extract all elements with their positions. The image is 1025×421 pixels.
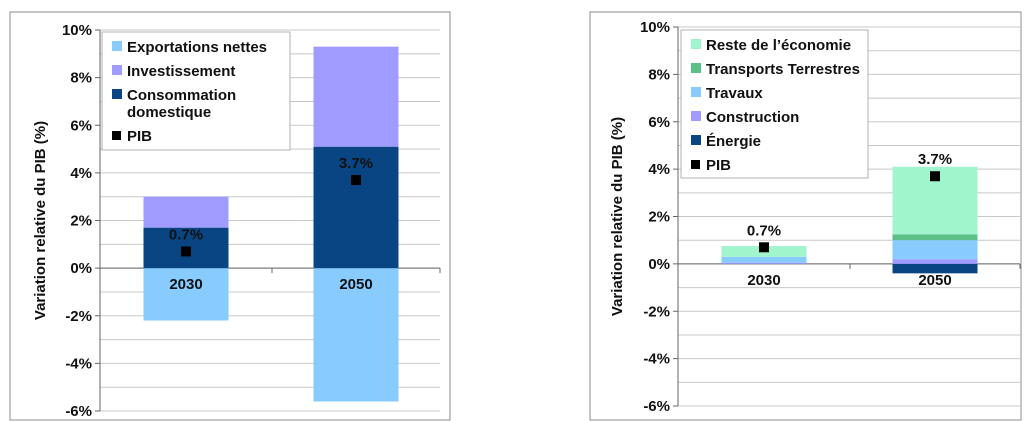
chart1-legend-label: Investissement — [127, 63, 235, 80]
chart2-y-tick-label: -4% — [643, 351, 670, 368]
chart1-y-tick-label: -4% — [65, 355, 92, 372]
chart2-y-axis-title: Variation relative du PIB (%) — [609, 117, 626, 316]
chart2-y-tick-label: 2% — [648, 209, 670, 226]
chart1-bar-2030-segment — [143, 196, 229, 228]
chart1-y-tick-label: 0% — [70, 260, 92, 277]
chart2-category-label: 2050 — [918, 272, 951, 289]
chart1-pib-marker — [351, 175, 361, 186]
chart1-category-label: 2030 — [169, 276, 202, 293]
chart1-y-axis-title: Variation relative du PIB (%) — [32, 121, 49, 320]
chart2-legend-swatch — [691, 39, 701, 49]
chart2-y-tick-label: -2% — [643, 303, 670, 320]
chart1-legend-swatch — [112, 131, 121, 140]
chart2-y-tick-label: 6% — [648, 114, 670, 131]
chart2-y-tick-label: -6% — [643, 398, 670, 415]
chart2-category-label: 2030 — [747, 272, 780, 289]
chart1-legend-label: PIB — [127, 128, 152, 145]
chart1-bar-2050-segment — [313, 146, 399, 269]
chart2-legend-label: Reste de l’économie — [706, 37, 851, 54]
chart2-bar-2050-segment — [892, 263, 978, 274]
chart2-legend-swatch — [691, 160, 700, 169]
chart2-pib-marker — [930, 171, 940, 182]
chart2-bar-2030-segment — [721, 256, 807, 263]
chart1-y-tick-label: 10% — [62, 22, 92, 39]
chart1-pib-marker — [181, 246, 191, 257]
chart1-legend-swatch — [112, 89, 122, 99]
chart2-y-tick-label: 8% — [648, 66, 670, 83]
chart2-legend-label: Construction — [706, 109, 799, 126]
chart2-pib-marker — [759, 242, 769, 253]
chart2-bar-2050-segment — [892, 234, 978, 241]
chart1-bar-2030-segment — [143, 268, 229, 321]
chart2-legend-label: PIB — [706, 157, 731, 174]
chart1-legend-label: domestique — [127, 104, 211, 121]
chart1-bar-2050-segment — [313, 268, 399, 402]
chart1-legend-label: Exportations nettes — [127, 39, 267, 56]
chart1-y-tick-label: 6% — [70, 117, 92, 134]
chart1-y-tick-label: 4% — [70, 165, 92, 182]
chart2-legend-swatch — [691, 111, 701, 121]
chart2-bar-2050-segment — [892, 259, 978, 264]
chart2-y-tick-label: 4% — [648, 161, 670, 178]
chart2-pib-data-label: 3.7% — [918, 151, 952, 168]
chart2-legend-label: Travaux — [706, 85, 763, 102]
chart2-bar-2030-segment — [721, 262, 807, 264]
chart2-bar-2050-segment — [892, 240, 978, 260]
chart1-legend-box — [101, 31, 291, 151]
chart1-legend-swatch — [112, 65, 122, 75]
chart2-legend-swatch — [691, 87, 701, 97]
chart1-pib-data-label: 0.7% — [169, 226, 203, 243]
chart2-legend-box — [680, 29, 869, 179]
chart1-legend-swatch — [112, 41, 122, 51]
chart1-y-tick-label: -2% — [65, 308, 92, 325]
chart1-category-label: 2050 — [339, 276, 372, 293]
chart2-legend-swatch — [691, 135, 701, 145]
chart1-legend-label: Consommation — [127, 87, 236, 104]
chart1-bar-2050-segment — [313, 46, 399, 147]
chart2-y-tick-label: 0% — [648, 256, 670, 273]
chart2-y-tick-label: 10% — [640, 19, 670, 36]
chart2-pib-data-label: 0.7% — [747, 222, 781, 239]
chart2-legend-swatch — [691, 63, 701, 73]
chart1-y-tick-label: 8% — [70, 70, 92, 87]
chart1-pib-data-label: 3.7% — [339, 155, 373, 172]
chart2-legend-label: Énergie — [706, 133, 761, 150]
chart1-y-tick-label: 2% — [70, 213, 92, 230]
chart2-legend-label: Transports Terrestres — [706, 61, 860, 78]
chart1-y-tick-label: -6% — [65, 403, 92, 420]
